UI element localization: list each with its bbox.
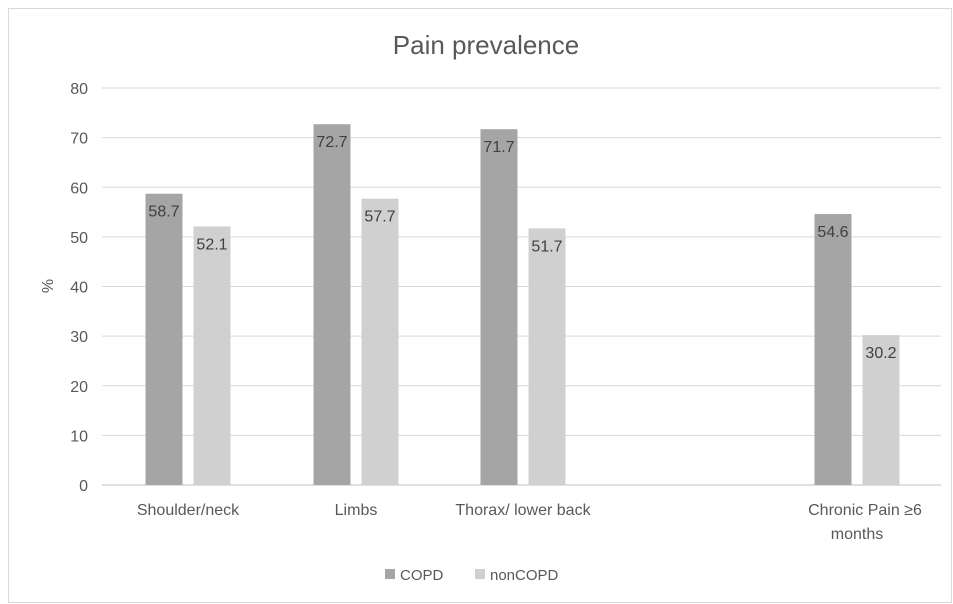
y-tick-label: 70 — [70, 131, 88, 148]
data-label: 72.7 — [316, 134, 347, 151]
legend: COPD nonCOPD — [385, 567, 559, 584]
data-label: 30.2 — [865, 345, 896, 362]
x-category-label: Thorax/ lower back — [455, 502, 591, 519]
y-tick-label: 0 — [79, 478, 88, 495]
y-tick-label: 60 — [70, 180, 88, 197]
bar — [361, 198, 399, 485]
gridlines — [102, 87, 941, 486]
legend-swatch-noncopd — [475, 569, 485, 579]
category-labels: Shoulder/neck Limbs Thorax/ lower back Chro… — [137, 502, 922, 543]
data-label: 52.1 — [196, 236, 227, 253]
y-tick-label: 30 — [70, 329, 88, 346]
y-tick-label: 10 — [70, 428, 88, 445]
bar — [814, 214, 852, 486]
x-category-label: Shoulder/neck — [137, 502, 240, 519]
y-tick-label: 40 — [70, 280, 88, 297]
data-label: 58.7 — [148, 204, 179, 221]
y-tick-label: 80 — [70, 81, 88, 98]
y-tick-label: 50 — [70, 230, 88, 247]
data-label: 71.7 — [483, 139, 514, 156]
legend-label-noncopd: nonCOPD — [490, 567, 559, 584]
bar — [145, 193, 183, 486]
bar — [480, 129, 518, 485]
bar — [862, 335, 900, 485]
data-label: 54.6 — [817, 224, 848, 241]
chart-title: Pain prevalence — [393, 30, 579, 60]
bar — [193, 226, 231, 486]
y-axis-label: % — [40, 279, 57, 293]
bars — [145, 124, 900, 486]
data-label: 57.7 — [364, 209, 395, 226]
legend-swatch-copd — [385, 569, 395, 579]
legend-label-copd: COPD — [400, 567, 444, 584]
data-label: 51.7 — [531, 238, 562, 255]
x-category-label: Chronic Pain ≥6 months — [808, 502, 922, 543]
y-axis-ticks: 0 10 20 30 40 50 60 70 80 — [70, 81, 88, 495]
bar — [528, 228, 566, 485]
x-category-label: Limbs — [335, 502, 378, 519]
y-tick-label: 20 — [70, 379, 88, 396]
bar — [313, 124, 351, 485]
data-labels: 58.7 72.7 71.7 54.6 52.1 57.7 51.7 30.2 — [148, 134, 896, 362]
